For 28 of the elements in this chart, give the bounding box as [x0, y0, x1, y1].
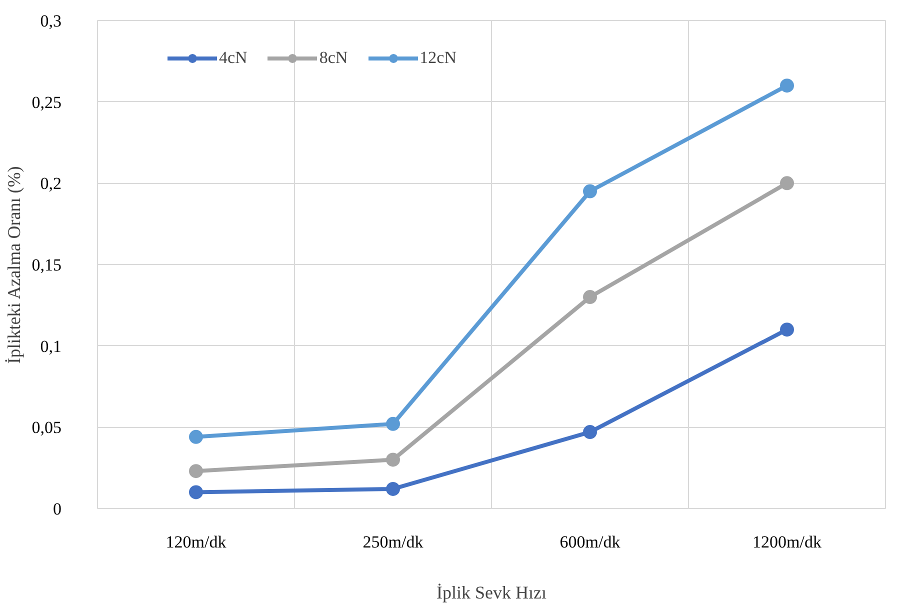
y-tick-label: 0,15 [32, 256, 62, 274]
y-tick-label: 0 [53, 500, 62, 518]
x-axis-title: İplik Sevk Hızı [436, 582, 547, 602]
point [780, 78, 794, 93]
y-tick-label: 0,05 [32, 418, 62, 438]
point [780, 176, 794, 190]
point [189, 485, 203, 500]
legend-label: 4cN [219, 48, 248, 68]
y-axis-title: İplikteki Azalma Oranı (%) [4, 166, 24, 364]
x-tick-label: 600m/dk [560, 532, 621, 552]
legend-label: 12cN [420, 48, 456, 68]
x-tick-label: 1200m/dk [752, 532, 822, 552]
x-tick-label: 250m/dk [362, 532, 424, 552]
x-tick-label: 120m/dk [166, 532, 227, 552]
point [583, 184, 597, 198]
point [583, 425, 597, 440]
y-tick-label: 0,3 [40, 12, 62, 30]
point [386, 416, 400, 431]
y-tick-label: 0,1 [40, 336, 62, 356]
point [189, 464, 203, 478]
point [583, 290, 597, 304]
point [780, 322, 794, 337]
point [189, 430, 203, 444]
y-tick-label: 0,2 [40, 174, 62, 194]
point [386, 452, 400, 467]
y-tick-label: 0,25 [32, 92, 62, 112]
point [386, 482, 400, 496]
legend-label: 8cN [319, 48, 348, 68]
